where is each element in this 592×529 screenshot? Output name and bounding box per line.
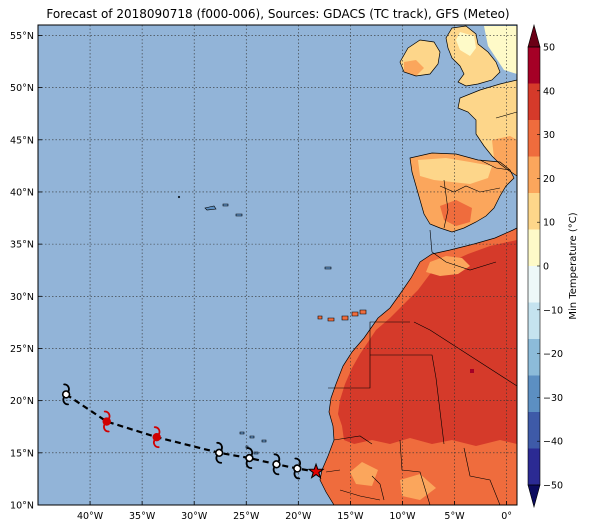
country-borders [325, 111, 517, 505]
lon-tick-label: 5°W [444, 511, 465, 522]
cyclone-symbol [293, 457, 302, 480]
lat-tick-label: 40°N [10, 187, 34, 198]
colorbar-segment [528, 193, 540, 230]
colorbar-segment [528, 83, 540, 120]
current-position-star [307, 462, 325, 479]
colorbar-under-arrow [527, 484, 541, 509]
canary-islands [317, 309, 367, 322]
colorbar-tick-label: 30 [543, 130, 555, 141]
colorbar-segment [528, 266, 540, 303]
sahel-patch [322, 440, 517, 505]
colorbar-segment [528, 229, 540, 266]
lon-tick-label: 30°W [181, 511, 208, 522]
colorbar-tick-label: −30 [543, 393, 563, 404]
lat-tick-label: 20°N [10, 396, 34, 407]
cyclone-symbol [102, 410, 111, 433]
lat-tick-label: 15°N [10, 448, 34, 459]
lat-tick-label: 30°N [10, 292, 34, 303]
lon-tick-label: 40°W [77, 511, 104, 522]
colorbar-tick-label: 40 [543, 86, 555, 97]
lat-tick-label: 10°N [10, 501, 34, 512]
lon-tick-label: 0° [501, 511, 512, 522]
colorbar-tick-label: −20 [543, 349, 563, 360]
azores-islands [177, 195, 243, 217]
lat-tick-label: 45°N [10, 135, 34, 146]
map-panel [38, 25, 517, 505]
map-gridlines [38, 25, 517, 505]
colorbar-tick-label: 10 [543, 218, 555, 229]
colorbar-tick-label: 0 [543, 262, 549, 273]
cape-verde-islands [239, 431, 267, 455]
britain-north-east [484, 26, 517, 74]
colorbar-tick-label: −40 [543, 437, 563, 448]
colorbar-tick-label: 20 [543, 174, 555, 185]
colorbar-tick-label: 50 [543, 43, 555, 54]
lat-tick-label: 55°N [10, 31, 34, 42]
lon-tick-label: 25°W [233, 511, 260, 522]
colorbar-over-arrow [527, 23, 541, 48]
colorbar-segment [528, 375, 540, 412]
lon-tick-label: 15°W [337, 511, 364, 522]
iberia-cool [418, 158, 492, 184]
colorbar-segment [528, 448, 540, 485]
lon-tick-label: 10°W [389, 511, 416, 522]
land-temperature [177, 26, 517, 505]
colorbar-segment [528, 302, 540, 339]
cyclone-symbol [272, 453, 281, 476]
colorbar-tick-label: −10 [543, 305, 563, 316]
lat-tick-label: 25°N [10, 344, 34, 355]
cyclone-symbol [61, 383, 71, 406]
britain-cool [456, 32, 476, 56]
colorbar-segment [528, 412, 540, 449]
lat-tick-label: 35°N [10, 240, 34, 251]
colorbar-segment [528, 156, 540, 193]
france-warm [492, 136, 517, 176]
ireland-warm [404, 60, 424, 76]
interior-hotspot [470, 369, 474, 373]
map-title: Forecast of 2018090718 (f000-006), Sourc… [46, 7, 509, 21]
coastlines [319, 25, 517, 505]
iberia-hot [440, 200, 472, 226]
tc-track [61, 383, 325, 480]
temperature-colorbar: 50 40 30 20 10 0 −10 −20 −30 −40 −50 [527, 23, 563, 509]
madeira-islands [324, 266, 332, 270]
africa-hot-region [338, 240, 517, 446]
lat-tick-label: 50°N [10, 83, 34, 94]
map-frame [37, 24, 518, 506]
lon-tick-label: 35°W [129, 511, 156, 522]
map-axis-ticks: 55°N 50°N 45°N 40°N 35°N 30°N 25°N 20°N 15°N 10°N… [10, 31, 512, 522]
cyclone-symbol [152, 426, 161, 449]
coast-patch-1 [350, 462, 378, 486]
colorbar-segment [528, 47, 540, 84]
coast-patch-2 [400, 474, 436, 500]
cyclone-symbol [214, 441, 224, 464]
colorbar-segment [528, 339, 540, 376]
colorbar-segment [528, 120, 540, 157]
colorbar-label: Min Temperature (°C) [568, 212, 579, 319]
lon-tick-label: 20°W [285, 511, 312, 522]
colorbar-tick-label: −50 [543, 481, 563, 492]
atlas-patch [426, 256, 470, 276]
cyclone-symbol [245, 447, 254, 469]
